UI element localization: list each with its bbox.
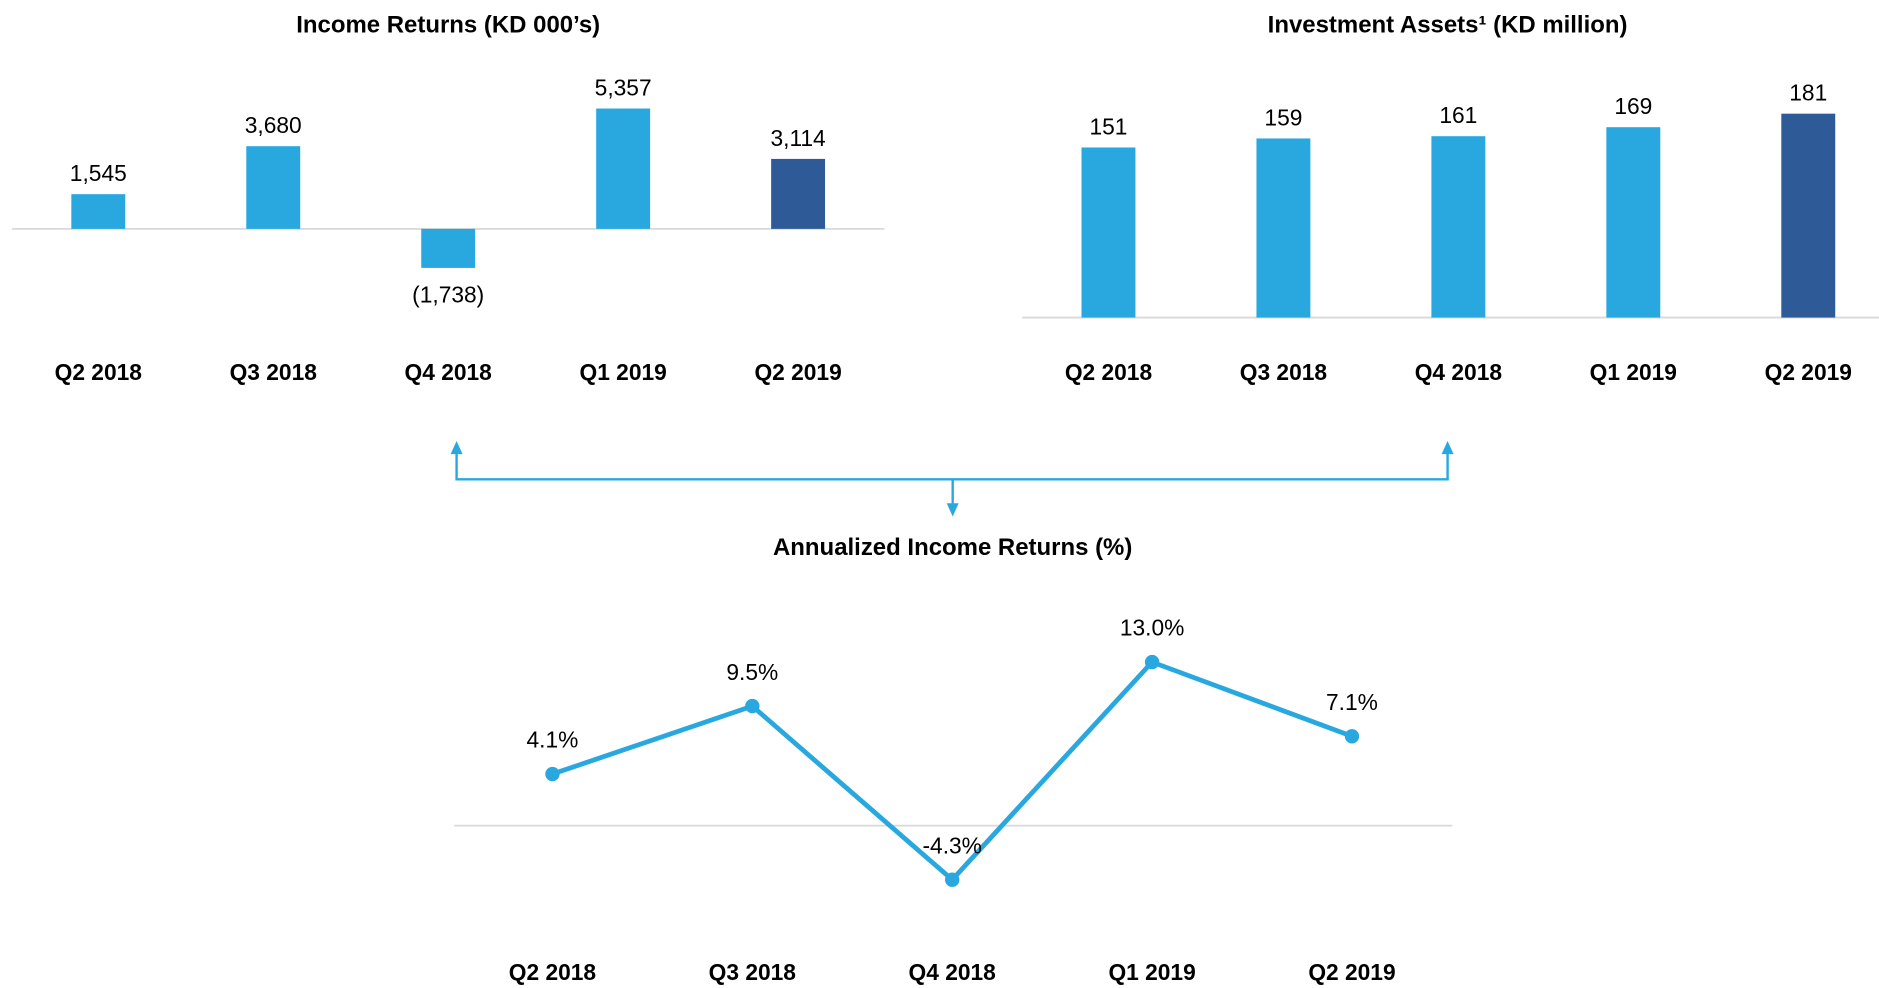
- data-label: 4.1%: [527, 727, 579, 753]
- connector: [455, 452, 1449, 506]
- data-label: -4.3%: [922, 832, 981, 858]
- x-tick-label: Q2 2019: [1765, 359, 1852, 385]
- data-label: 13.0%: [1120, 615, 1185, 641]
- bar: [596, 108, 651, 229]
- arrowheads: [450, 440, 1454, 517]
- point: [745, 698, 760, 714]
- chart-title: Annualized Income Returns (%): [773, 534, 1132, 561]
- data-label: 169: [1614, 93, 1652, 119]
- data-label: 3,114: [770, 125, 825, 151]
- bar: [1606, 127, 1661, 318]
- point: [945, 872, 960, 887]
- x-tick-label: Q4 2018: [1415, 359, 1502, 385]
- chart-title: Investment Assets¹ (KD million): [1268, 12, 1628, 39]
- data-label: 5,357: [595, 74, 652, 100]
- data-label: 161: [1439, 102, 1477, 128]
- bar: [421, 228, 476, 268]
- x-tick-label: Q2 2018: [1065, 359, 1152, 385]
- data-label: 7.1%: [1326, 689, 1378, 715]
- data-label: 159: [1264, 104, 1302, 130]
- chart-title: Income Returns (KD 000’s): [296, 12, 600, 39]
- data-label: 1,545: [70, 160, 127, 186]
- data-label: 3,680: [245, 112, 302, 138]
- bar: [1781, 113, 1836, 318]
- x-tick-label: Q2 2019: [1308, 959, 1395, 985]
- x-tick-label: Q1 2019: [580, 359, 667, 385]
- x-tick-label: Q3 2018: [709, 959, 796, 985]
- x-tick-label: Q2 2018: [55, 359, 142, 385]
- point: [1144, 654, 1160, 670]
- point: [1344, 729, 1360, 744]
- bar: [71, 194, 126, 229]
- bar: [1431, 136, 1486, 318]
- x-tick-label: Q3 2018: [230, 359, 317, 385]
- data-label: 9.5%: [726, 659, 778, 685]
- x-tick-label: Q2 2018: [509, 959, 596, 985]
- x-tick-label: Q3 2018: [1240, 359, 1327, 385]
- bar: [246, 146, 301, 229]
- data-label: 181: [1789, 80, 1827, 106]
- bar: [1081, 147, 1136, 318]
- x-tick-label: Q2 2019: [754, 359, 841, 385]
- x-tick-label: Q1 2019: [1590, 359, 1677, 385]
- data-label: 151: [1089, 113, 1127, 139]
- x-tick-label: Q4 2018: [909, 959, 996, 985]
- bar: [771, 158, 826, 229]
- data-label: (1,738): [412, 282, 484, 308]
- x-tick-label: Q4 2018: [405, 359, 492, 385]
- bar: [1256, 138, 1311, 318]
- point: [545, 766, 560, 782]
- x-tick-label: Q1 2019: [1108, 959, 1195, 985]
